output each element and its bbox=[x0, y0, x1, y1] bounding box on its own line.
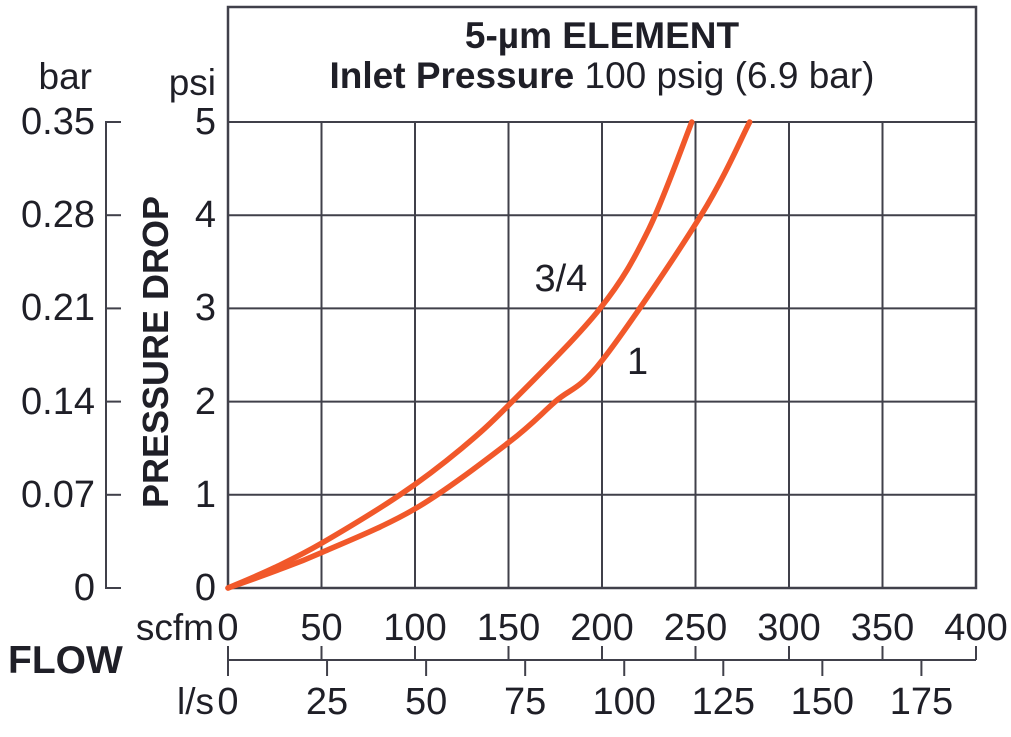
chart-title-box: 5-µm ELEMENT Inlet Pressure 100 psig (6.… bbox=[228, 16, 976, 96]
psi-tick-label-3: 3 bbox=[194, 287, 216, 330]
grid-lines bbox=[227, 121, 977, 589]
psi-tick-label-2: 2 bbox=[194, 380, 216, 423]
scfm-tick-label-300: 300 bbox=[757, 607, 821, 649]
ls-tick-label-175: 175 bbox=[889, 681, 954, 723]
curve-1 bbox=[225, 119, 753, 591]
ls-tick-label-25: 25 bbox=[305, 681, 349, 723]
scfm-unit-label: scfm bbox=[135, 607, 214, 648]
ls-tick-label-100: 100 bbox=[592, 681, 656, 723]
bar-tick-label-0: 0 bbox=[73, 567, 95, 609]
ls-tick-label-50: 50 bbox=[404, 681, 448, 723]
curve-label-3-4: 3/4 bbox=[534, 257, 588, 300]
chart-subtitle: Inlet Pressure 100 psig (6.9 bar) bbox=[228, 56, 976, 96]
psi-tick-label-5: 5 bbox=[194, 101, 216, 143]
scfm-tick-label-0: 0 bbox=[217, 607, 239, 649]
scfm-tick-label-150: 150 bbox=[476, 607, 541, 649]
psi-tick-label-0: 0 bbox=[194, 567, 216, 609]
scfm-tick-label-400: 400 bbox=[944, 607, 1008, 649]
psi-tick-label-1: 1 bbox=[194, 473, 216, 516]
scfm-tick-label-250: 250 bbox=[663, 607, 728, 649]
ls-tick-label-0: 0 bbox=[217, 681, 239, 723]
bar-tick-label-0.14: 0.14 bbox=[21, 380, 95, 423]
scfm-tick-label-350: 350 bbox=[850, 607, 915, 649]
bar-tick-label-0.28: 0.28 bbox=[21, 194, 95, 237]
x-axis-label: FLOW bbox=[8, 639, 123, 682]
ls-unit-label: l/s bbox=[177, 681, 214, 722]
chart-title: 5-µm ELEMENT bbox=[464, 15, 740, 56]
psi-unit-label: psi bbox=[168, 62, 216, 103]
bar-tick-label-0.21: 0.21 bbox=[21, 287, 95, 330]
ls-tick-label-125: 125 bbox=[691, 681, 755, 723]
flow-axis bbox=[227, 646, 977, 676]
chart-subtitle-value: 100 psig (6.9 bar) bbox=[574, 55, 875, 96]
scfm-tick-label-200: 200 bbox=[570, 607, 634, 649]
bar-scale-bracket bbox=[105, 121, 121, 589]
curve-3-4 bbox=[225, 119, 695, 591]
plot-frame bbox=[226, 5, 978, 590]
scfm-tick-label-50: 50 bbox=[300, 607, 343, 649]
psi-tick-label-4: 4 bbox=[194, 194, 216, 237]
chart-subtitle-bold: Inlet Pressure bbox=[329, 55, 575, 96]
bar-tick-label-0.35: 0.35 bbox=[21, 101, 95, 143]
ls-tick-label-75: 75 bbox=[504, 681, 547, 723]
ls-tick-label-150: 150 bbox=[790, 681, 855, 723]
scfm-tick-label-100: 100 bbox=[383, 607, 447, 649]
bar-unit-label: bar bbox=[38, 56, 92, 97]
bar-tick-label-0.07: 0.07 bbox=[21, 473, 95, 516]
curve-label-1: 1 bbox=[626, 341, 649, 384]
